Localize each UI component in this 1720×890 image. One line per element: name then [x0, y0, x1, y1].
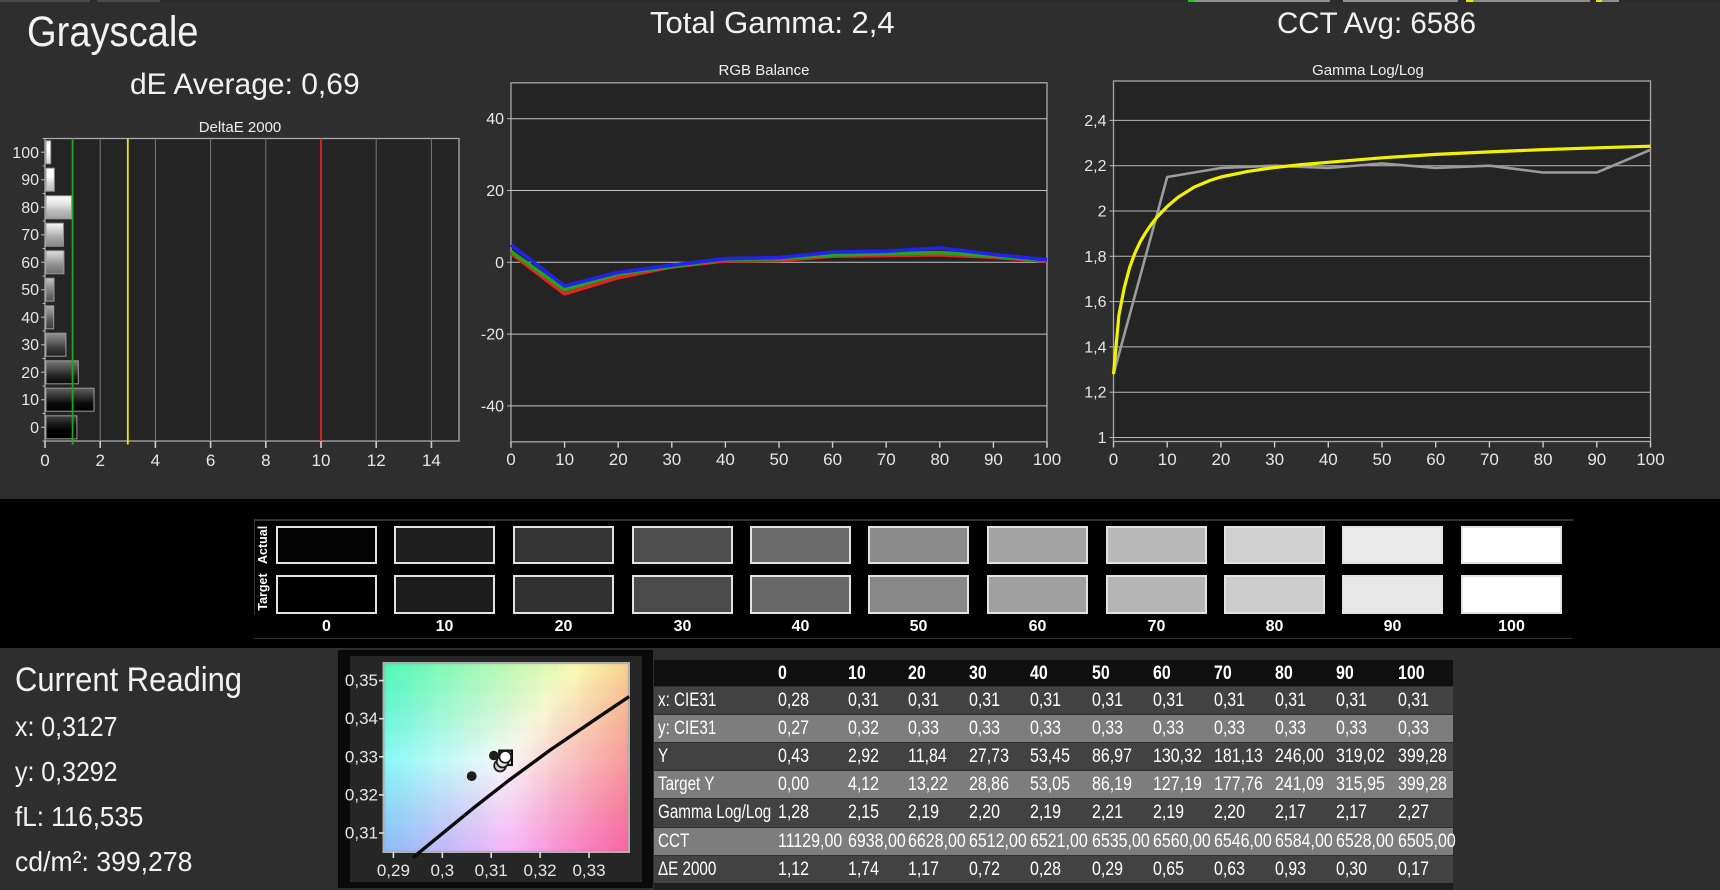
svg-text:0,32: 0,32 — [345, 785, 378, 804]
svg-text:0,32: 0,32 — [524, 861, 557, 880]
svg-text:10: 10 — [555, 450, 574, 469]
svg-text:100: 100 — [12, 145, 39, 162]
svg-text:40: 40 — [21, 310, 39, 327]
svg-text:90: 90 — [1587, 450, 1606, 469]
svg-text:30: 30 — [1265, 450, 1284, 469]
svg-text:14: 14 — [422, 451, 441, 470]
svg-text:40: 40 — [1319, 450, 1338, 469]
svg-text:1,4: 1,4 — [1084, 339, 1106, 356]
svg-text:0,31: 0,31 — [345, 824, 378, 843]
svg-text:30: 30 — [662, 450, 681, 469]
svg-text:80: 80 — [930, 450, 949, 469]
svg-text:20: 20 — [609, 450, 628, 469]
svg-text:0: 0 — [506, 450, 515, 469]
svg-text:2,2: 2,2 — [1084, 158, 1106, 175]
svg-text:Gamma Log/Log: Gamma Log/Log — [1312, 62, 1424, 79]
svg-text:-40: -40 — [481, 398, 504, 415]
svg-text:12: 12 — [367, 451, 386, 470]
svg-text:50: 50 — [1373, 450, 1392, 469]
svg-text:0: 0 — [495, 255, 504, 272]
svg-text:20: 20 — [486, 183, 504, 200]
svg-text:10: 10 — [312, 451, 331, 470]
svg-text:100: 100 — [1636, 450, 1664, 469]
svg-text:1,6: 1,6 — [1084, 294, 1106, 311]
svg-text:100: 100 — [1033, 450, 1061, 469]
svg-text:2,4: 2,4 — [1084, 113, 1106, 130]
svg-text:1: 1 — [1098, 430, 1107, 447]
svg-text:70: 70 — [21, 227, 39, 244]
svg-text:10: 10 — [1158, 450, 1177, 469]
svg-text:90: 90 — [21, 172, 39, 189]
svg-text:DeltaE 2000: DeltaE 2000 — [199, 119, 282, 136]
svg-text:0,34: 0,34 — [345, 709, 378, 728]
svg-text:0,35: 0,35 — [345, 671, 378, 690]
svg-text:0,31: 0,31 — [475, 861, 508, 880]
svg-text:60: 60 — [823, 450, 842, 469]
svg-text:80: 80 — [1534, 450, 1553, 469]
svg-text:2: 2 — [1098, 204, 1107, 221]
svg-text:10: 10 — [21, 392, 39, 409]
svg-text:60: 60 — [21, 255, 39, 272]
svg-text:1,8: 1,8 — [1084, 249, 1106, 266]
svg-text:2: 2 — [95, 451, 104, 470]
svg-text:20: 20 — [21, 365, 39, 382]
svg-text:90: 90 — [984, 450, 1003, 469]
svg-text:0,33: 0,33 — [572, 861, 605, 880]
svg-text:4: 4 — [151, 451, 160, 470]
svg-text:0,29: 0,29 — [377, 861, 410, 880]
svg-text:RGB Balance: RGB Balance — [719, 62, 810, 79]
svg-text:0,33: 0,33 — [345, 747, 378, 766]
svg-text:30: 30 — [21, 337, 39, 354]
svg-text:80: 80 — [21, 200, 39, 217]
svg-text:60: 60 — [1426, 450, 1445, 469]
svg-text:0,3: 0,3 — [430, 861, 454, 880]
svg-text:0: 0 — [1109, 450, 1118, 469]
svg-text:50: 50 — [21, 282, 39, 299]
svg-text:50: 50 — [770, 450, 789, 469]
svg-text:8: 8 — [261, 451, 270, 470]
svg-text:-20: -20 — [481, 327, 504, 344]
svg-text:0: 0 — [40, 451, 49, 470]
svg-text:6: 6 — [206, 451, 215, 470]
svg-text:0: 0 — [30, 420, 39, 437]
svg-text:70: 70 — [877, 450, 896, 469]
svg-text:1,2: 1,2 — [1084, 385, 1106, 402]
svg-text:20: 20 — [1211, 450, 1230, 469]
svg-text:70: 70 — [1480, 450, 1499, 469]
svg-text:40: 40 — [716, 450, 735, 469]
svg-text:40: 40 — [486, 111, 504, 128]
